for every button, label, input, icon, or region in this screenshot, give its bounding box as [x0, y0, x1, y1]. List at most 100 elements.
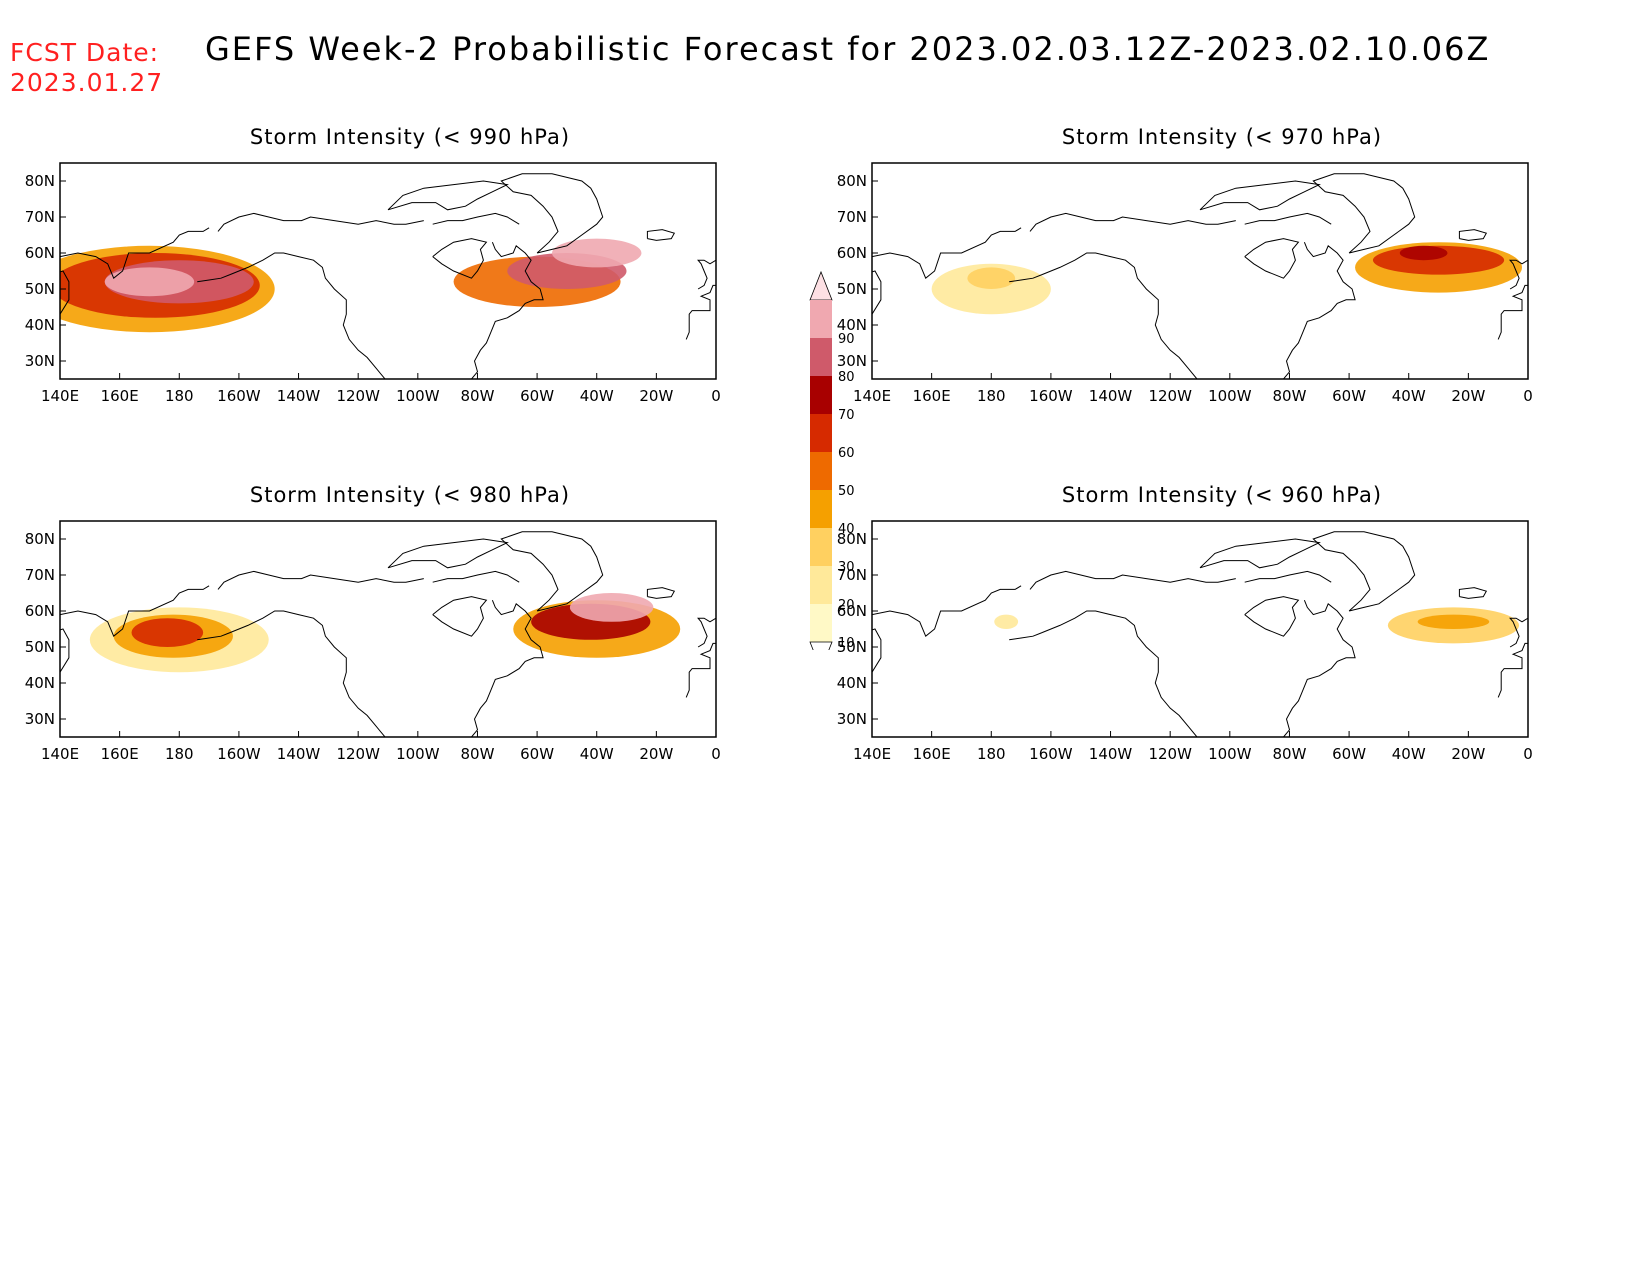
- lat-tick-label: 40N: [25, 674, 55, 692]
- colorbar-swatch: [810, 604, 832, 642]
- colorbar-swatch: [810, 376, 832, 414]
- lon-tick-label: 140W: [1089, 745, 1133, 763]
- probability-area: [104, 267, 195, 297]
- colorbar-swatch: [810, 566, 832, 604]
- lon-tick-label: 100W: [1208, 387, 1252, 405]
- lon-tick-label: 40W: [580, 745, 614, 763]
- lat-tick-label: 80N: [25, 530, 55, 548]
- lon-tick-label: 120W: [336, 387, 380, 405]
- coastline: [872, 227, 1022, 315]
- coastline: [1509, 617, 1528, 648]
- lat-tick-label: 40N: [25, 316, 55, 334]
- map-frame: [871, 520, 1529, 738]
- map-frame: [59, 162, 717, 380]
- lon-tick-label: 180: [165, 387, 194, 405]
- lat-tick-label: 30N: [25, 352, 55, 370]
- coastline: [1029, 212, 1236, 232]
- lat-tick-label: 70N: [837, 566, 867, 584]
- lat-tick-label: 60N: [837, 602, 867, 620]
- coastline: [1244, 570, 1332, 583]
- colorbar-swatch: [810, 300, 832, 338]
- lon-tick-label: 0: [1523, 387, 1533, 405]
- lon-tick-label: 160E: [101, 745, 139, 763]
- colorbar-label: 90: [838, 332, 855, 347]
- lon-tick-label: 60W: [1332, 745, 1366, 763]
- lon-tick-label: 140W: [1089, 387, 1133, 405]
- coastline: [1029, 570, 1236, 590]
- lon-tick-label: 140E: [41, 387, 79, 405]
- probability-area: [1399, 245, 1448, 261]
- probability-area: [967, 267, 1016, 289]
- coastline: [60, 585, 210, 673]
- lat-tick-label: 30N: [25, 710, 55, 728]
- lon-tick-label: 40W: [580, 387, 614, 405]
- coastline: [872, 585, 1022, 673]
- lon-tick-label: 20W: [639, 745, 673, 763]
- coastline: [500, 173, 604, 254]
- colorbar-label: 10: [838, 636, 855, 650]
- map-frame: [59, 520, 717, 738]
- lon-tick-label: 140E: [853, 745, 891, 763]
- lat-tick-label: 30N: [837, 352, 867, 370]
- lon-tick-label: 20W: [639, 387, 673, 405]
- main-title: GEFS Week-2 Probabilistic Forecast for 2…: [205, 30, 1491, 68]
- coastline: [1009, 632, 1043, 641]
- panel-970: Storm Intensity (< 970 hPa) 80N 70N 60N 50N…: [812, 125, 1572, 445]
- coastline: [646, 587, 676, 599]
- colorbar-label: 50: [838, 484, 855, 499]
- coastline: [1283, 242, 1356, 379]
- panel-title: Storm Intensity (< 960 hPa): [1061, 483, 1383, 507]
- coastline: [1199, 180, 1321, 211]
- coastline: [1509, 259, 1528, 290]
- lon-tick-label: 80W: [1272, 387, 1306, 405]
- panel-title: Storm Intensity (< 990 hPa): [249, 125, 571, 149]
- colorbar-swatch: [810, 414, 832, 452]
- lon-tick-label: 0: [711, 745, 721, 763]
- lon-tick-label: 140E: [853, 387, 891, 405]
- lon-tick-label: 20W: [1451, 387, 1485, 405]
- lon-tick-label: 100W: [396, 745, 440, 763]
- lat-tick-label: 60N: [25, 244, 55, 262]
- lat-tick-label: 40N: [837, 674, 867, 692]
- coastline: [387, 180, 509, 211]
- lon-tick-label: 100W: [1208, 745, 1252, 763]
- coastline: [1244, 238, 1300, 279]
- coastline: [387, 538, 509, 569]
- lon-tick-label: 60W: [520, 387, 554, 405]
- lon-tick-label: 80W: [460, 387, 494, 405]
- coastline: [217, 570, 424, 590]
- coastline: [432, 570, 520, 583]
- lon-tick-label: 100W: [396, 387, 440, 405]
- coastline: [1041, 252, 1198, 379]
- coastline: [1283, 600, 1356, 737]
- lon-tick-label: 120W: [1148, 745, 1192, 763]
- coastline: [1244, 596, 1300, 637]
- lon-tick-label: 140W: [277, 745, 321, 763]
- lon-tick-label: 0: [711, 387, 721, 405]
- map-970: 80N 70N 60N 50N 40N 30N 140E 160E 180 160W 140W 120…: [837, 162, 1533, 405]
- coastline: [217, 212, 424, 232]
- lon-tick-label: 40W: [1392, 745, 1426, 763]
- lon-tick-label: 80W: [1272, 745, 1306, 763]
- colorbar-swatch: [810, 338, 832, 376]
- lon-tick-label: 160E: [913, 745, 951, 763]
- coastline: [685, 642, 716, 698]
- colorbar-swatch: [810, 528, 832, 566]
- probability-area: [569, 593, 654, 622]
- lon-tick-label: 160W: [1029, 387, 1073, 405]
- map-980: 80N 70N 60N 50N 40N 30N 140E 160E 180 160W 140W 120…: [25, 520, 721, 763]
- fcst-date-block: FCST Date: 2023.01.27: [10, 38, 163, 98]
- coastline: [471, 242, 544, 379]
- probability-area: [1417, 614, 1490, 629]
- coastline: [685, 284, 716, 340]
- lon-tick-label: 160E: [101, 387, 139, 405]
- coastline: [197, 632, 231, 641]
- coastline: [1199, 538, 1321, 569]
- colorbar-label: 60: [838, 446, 855, 461]
- coastline: [1497, 284, 1528, 340]
- lat-tick-label: 50N: [25, 638, 55, 656]
- lon-tick-label: 20W: [1451, 745, 1485, 763]
- panel-title: Storm Intensity (< 980 hPa): [249, 483, 571, 507]
- lat-tick-label: 70N: [837, 208, 867, 226]
- coastline: [432, 596, 488, 637]
